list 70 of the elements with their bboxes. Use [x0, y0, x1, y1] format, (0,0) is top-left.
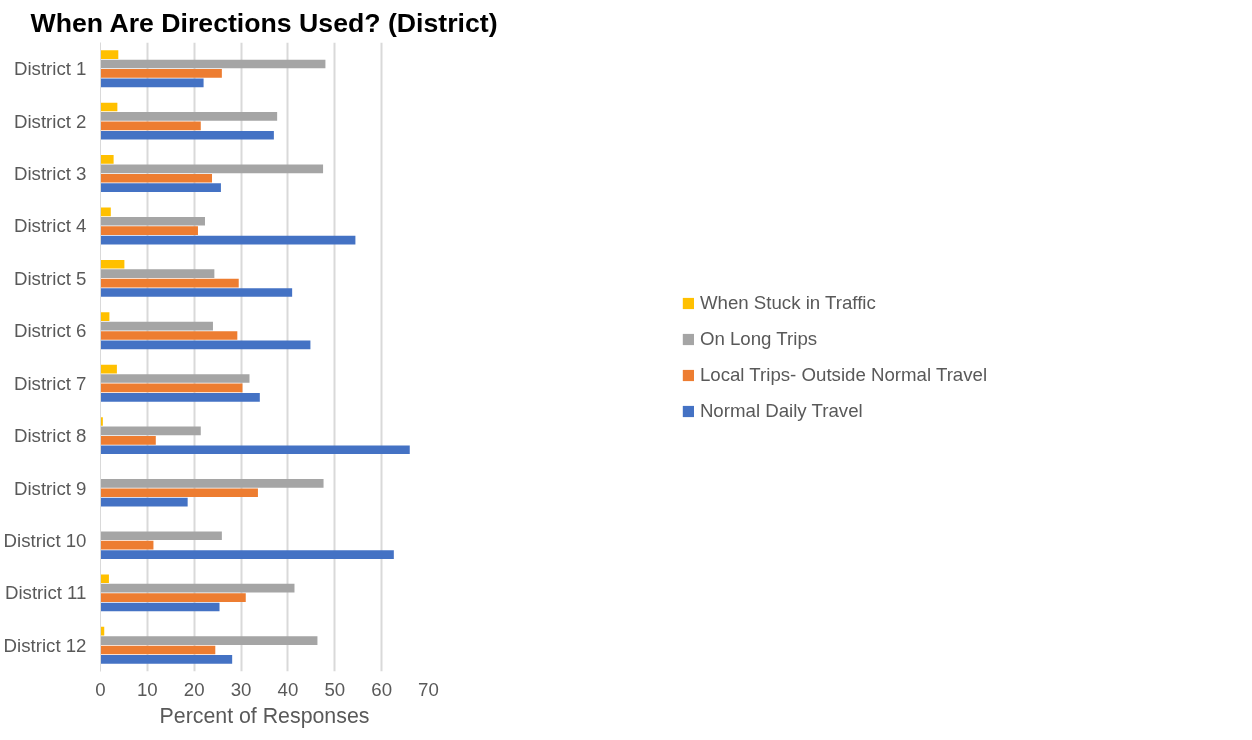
x-tick-label: 10 [136, 678, 158, 700]
x-tick-label: 70 [418, 678, 439, 700]
bar [100, 374, 250, 383]
bar [100, 340, 311, 350]
bar [100, 383, 243, 393]
bar [100, 173, 213, 183]
bar [100, 478, 324, 488]
bar [100, 540, 154, 550]
bar [100, 226, 198, 236]
legend-label: Normal Daily Travel [699, 399, 863, 422]
bar [100, 278, 239, 288]
bar [100, 312, 110, 321]
bar [100, 655, 233, 664]
x-tick-label: 60 [371, 678, 393, 700]
bar [100, 531, 222, 541]
bar [100, 593, 246, 602]
bar [100, 488, 258, 498]
y-tick-label: District 11 [4, 582, 87, 604]
y-tick-label: District 8 [13, 425, 87, 447]
bar [100, 417, 103, 426]
y-tick-label: District 2 [13, 110, 87, 132]
bar [100, 69, 222, 78]
bar [100, 331, 238, 340]
bar [100, 393, 260, 402]
bar [100, 583, 295, 593]
bar [100, 59, 326, 69]
legend-label: Local Trips- Outside Normal Travel [699, 363, 988, 386]
bar [100, 426, 201, 436]
bar [100, 130, 274, 140]
y-tick-label: District 12 [3, 634, 87, 656]
bar [100, 259, 125, 269]
bar [100, 78, 204, 88]
x-tick-label: 20 [183, 678, 205, 700]
bar [100, 155, 114, 164]
bar [100, 364, 117, 374]
bar [100, 50, 119, 59]
legend-label: When Stuck in Traffic [699, 291, 876, 314]
bar [100, 602, 220, 612]
y-tick-label: District 4 [13, 215, 87, 237]
y-tick-label: District 1 [13, 58, 87, 80]
bar [100, 550, 394, 559]
y-tick-label: District 5 [13, 267, 87, 289]
bar [100, 121, 201, 131]
y-tick-label: District 7 [13, 372, 87, 394]
bar [100, 235, 356, 245]
bar [100, 207, 111, 217]
bar [100, 269, 215, 278]
bar [100, 183, 221, 193]
bar [100, 497, 188, 507]
bar [100, 164, 324, 174]
x-tick-label: 40 [277, 678, 299, 700]
bar [100, 321, 213, 331]
legend-label: On Long Trips [699, 327, 818, 350]
x-axis-title: Percent of Responses [159, 703, 370, 728]
bar [100, 288, 293, 297]
bar [100, 636, 318, 645]
bar [100, 216, 205, 226]
chart-title: When Are Directions Used? (District) [30, 7, 498, 38]
bar [100, 645, 216, 655]
y-tick-label: District 9 [13, 477, 87, 499]
bar [100, 112, 278, 121]
x-tick-label: 50 [324, 678, 346, 700]
bar [100, 574, 109, 584]
x-tick-label: 0 [95, 678, 106, 700]
x-tick-label: 30 [230, 678, 252, 700]
y-tick-label: District 10 [3, 529, 87, 551]
y-tick-label: District 3 [13, 163, 87, 185]
y-tick-label: District 6 [13, 320, 87, 342]
bar [100, 445, 410, 455]
bar [100, 436, 156, 445]
